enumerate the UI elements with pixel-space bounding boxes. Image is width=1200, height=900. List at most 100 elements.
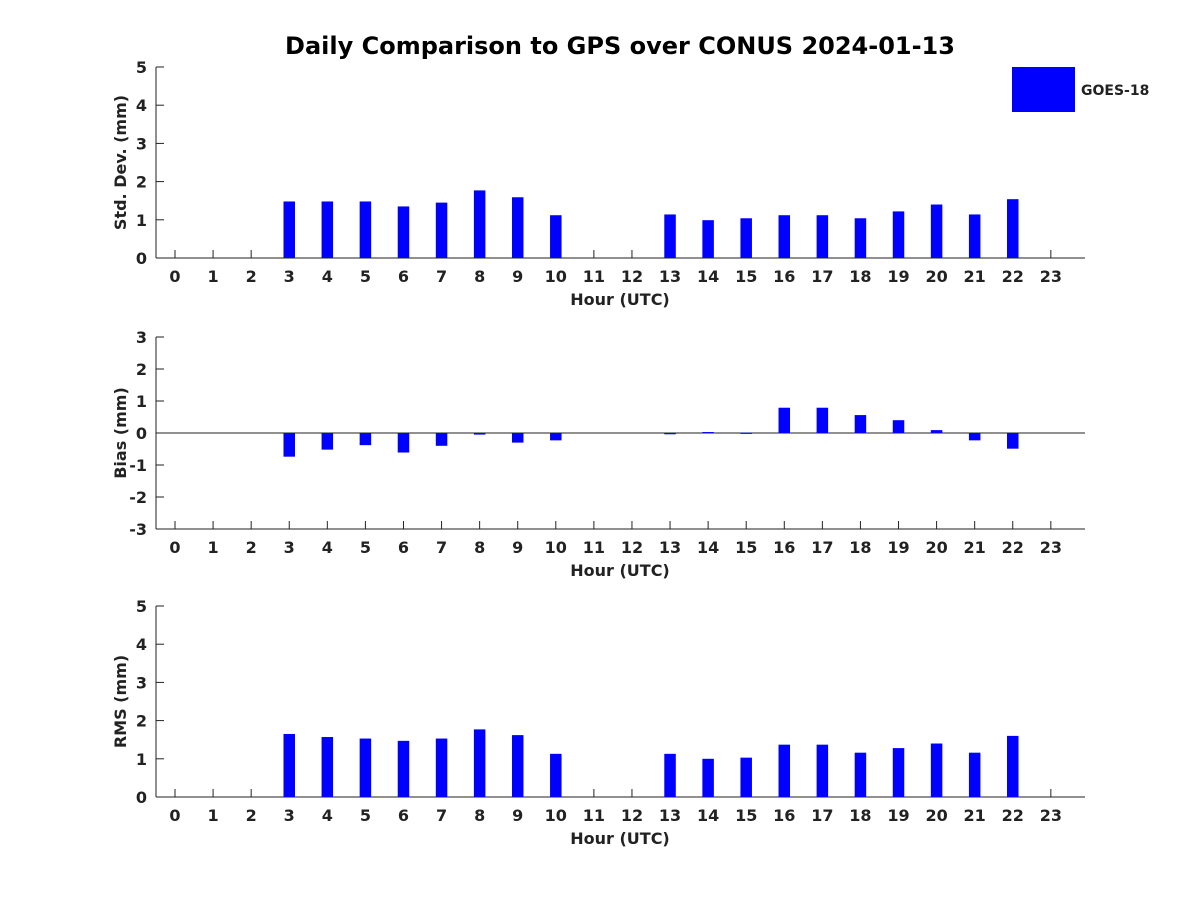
legend-label-goes-18: GOES-18 <box>1081 83 1149 99</box>
x-tick-label-rms: 2 <box>246 806 257 825</box>
bar-rms-hour-15 <box>740 757 752 797</box>
x-tick-label-std: 1 <box>208 267 219 286</box>
x-tick-label-rms: 21 <box>964 806 986 825</box>
x-tick-label-bias: 12 <box>621 538 643 557</box>
y-tick-label-rms: 4 <box>136 635 147 654</box>
x-tick-label-std: 23 <box>1040 267 1062 286</box>
x-tick-label-bias: 5 <box>360 538 371 557</box>
y-tick-label-bias: -3 <box>129 520 147 539</box>
bar-std-hour-21 <box>968 214 981 258</box>
x-axis-label-bias: Hour (UTC) <box>570 561 670 580</box>
x-tick-label-std: 0 <box>169 267 180 286</box>
x-tick-label-std: 2 <box>246 267 257 286</box>
bar-rms-hour-20 <box>930 743 943 797</box>
x-tick-label-bias: 16 <box>773 538 795 557</box>
x-axis-label-std: Hour (UTC) <box>570 290 670 309</box>
x-tick-label-bias: 2 <box>246 538 257 557</box>
x-axis-label-rms: Hour (UTC) <box>570 829 670 848</box>
x-tick-label-bias: 0 <box>169 538 180 557</box>
bar-std-hour-15 <box>740 218 752 258</box>
y-tick-label-bias: -1 <box>129 456 147 475</box>
y-tick-label-rms: 1 <box>136 750 147 769</box>
x-tick-label-bias: 20 <box>925 538 947 557</box>
bar-bias-hour-20 <box>930 430 943 433</box>
x-tick-label-bias: 6 <box>398 538 409 557</box>
x-tick-label-std: 21 <box>964 267 986 286</box>
x-tick-label-std: 18 <box>849 267 871 286</box>
x-tick-label-std: 12 <box>621 267 643 286</box>
x-tick-label-rms: 17 <box>811 806 833 825</box>
x-tick-label-rms: 1 <box>208 806 219 825</box>
x-tick-label-rms: 19 <box>887 806 909 825</box>
bar-bias-hour-3 <box>283 433 295 457</box>
bar-bias-hour-19 <box>892 420 905 433</box>
bar-rms-hour-3 <box>283 733 295 797</box>
x-tick-label-bias: 1 <box>208 538 219 557</box>
x-tick-label-rms: 13 <box>659 806 681 825</box>
x-tick-label-std: 19 <box>887 267 909 286</box>
x-tick-label-bias: 8 <box>474 538 485 557</box>
bar-bias-hour-4 <box>321 433 334 450</box>
x-tick-label-bias: 22 <box>1002 538 1024 557</box>
y-tick-label-std: 1 <box>136 211 147 230</box>
bar-bias-hour-9 <box>511 433 524 443</box>
y-tick-label-std: 0 <box>136 249 147 268</box>
y-tick-label-bias: 1 <box>136 392 147 411</box>
x-tick-label-rms: 12 <box>621 806 643 825</box>
x-tick-label-rms: 16 <box>773 806 795 825</box>
bar-bias-hour-15 <box>740 432 752 434</box>
bar-rms-hour-6 <box>397 740 410 797</box>
x-tick-label-std: 22 <box>1002 267 1024 286</box>
x-tick-label-std: 13 <box>659 267 681 286</box>
x-tick-label-bias: 13 <box>659 538 681 557</box>
bar-std-hour-5 <box>359 201 372 258</box>
x-tick-label-rms: 5 <box>360 806 371 825</box>
y-axis-label-rms: RMS (mm) <box>111 655 130 748</box>
x-tick-label-rms: 10 <box>545 806 567 825</box>
y-axis-label-std: Std. Dev. (mm) <box>111 95 130 230</box>
bar-std-hour-10 <box>550 215 562 258</box>
bar-bias-hour-13 <box>664 433 676 435</box>
x-tick-label-rms: 3 <box>284 806 295 825</box>
bar-rms-hour-5 <box>359 738 372 797</box>
x-tick-label-bias: 19 <box>887 538 909 557</box>
x-tick-label-rms: 18 <box>849 806 871 825</box>
bar-std-hour-13 <box>664 214 676 258</box>
x-tick-label-std: 10 <box>545 267 567 286</box>
bar-std-hour-18 <box>854 218 867 258</box>
x-tick-label-rms: 7 <box>436 806 447 825</box>
x-tick-label-bias: 10 <box>545 538 567 557</box>
y-tick-label-rms: 3 <box>136 673 147 692</box>
bar-std-hour-20 <box>930 204 943 258</box>
x-tick-label-rms: 15 <box>735 806 757 825</box>
x-tick-label-rms: 20 <box>925 806 947 825</box>
bar-bias-hour-21 <box>968 433 981 441</box>
bar-bias-hour-6 <box>397 433 410 453</box>
x-tick-label-bias: 11 <box>583 538 605 557</box>
bar-bias-hour-7 <box>435 433 448 446</box>
bar-rms-hour-8 <box>473 729 486 797</box>
x-tick-label-std: 9 <box>512 267 523 286</box>
legend-swatch-goes-18 <box>1012 67 1075 112</box>
y-tick-label-rms: 5 <box>136 597 147 616</box>
bar-bias-hour-14 <box>702 432 714 434</box>
bar-rms-hour-21 <box>968 752 981 797</box>
y-tick-label-std: 5 <box>136 58 147 77</box>
bar-std-hour-22 <box>1007 199 1019 258</box>
bar-rms-hour-22 <box>1007 735 1019 797</box>
bar-rms-hour-9 <box>511 735 524 797</box>
bar-rms-hour-14 <box>702 758 714 797</box>
x-tick-label-std: 8 <box>474 267 485 286</box>
bar-std-hour-4 <box>321 201 334 258</box>
y-axis-label-bias: Bias (mm) <box>111 387 130 479</box>
bar-rms-hour-19 <box>892 748 905 797</box>
bar-std-hour-9 <box>511 197 524 258</box>
y-tick-label-std: 4 <box>136 96 147 115</box>
x-tick-label-rms: 22 <box>1002 806 1024 825</box>
x-tick-label-std: 5 <box>360 267 371 286</box>
x-tick-label-std: 17 <box>811 267 833 286</box>
x-tick-label-bias: 18 <box>849 538 871 557</box>
bar-bias-hour-8 <box>473 433 486 435</box>
